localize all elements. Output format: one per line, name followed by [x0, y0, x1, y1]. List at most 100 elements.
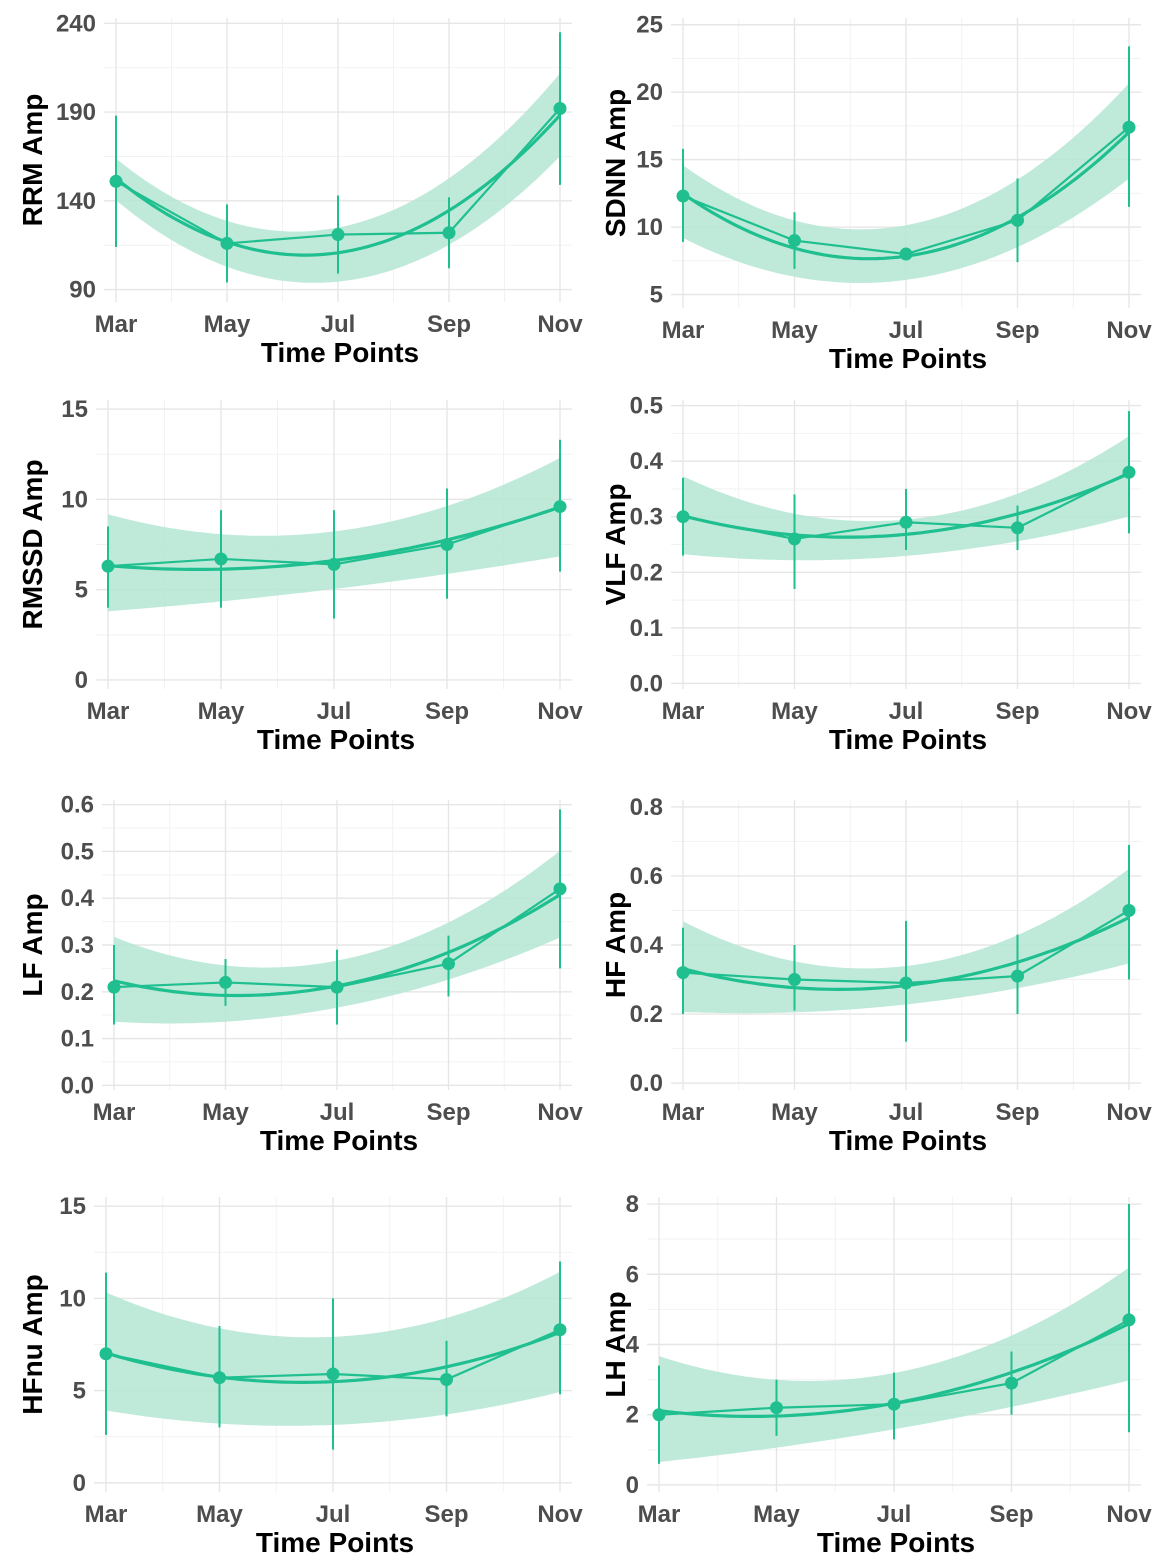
- data-point: [331, 228, 345, 242]
- x-tick-label: Nov: [537, 1501, 583, 1528]
- y-tick-label: 190: [56, 99, 96, 126]
- y-tick-labels: 0 5 10 15: [61, 396, 88, 694]
- chart-svg: 90 140 190 240 Mar May Jul Sep Nov Time Points RRM…: [17, 10, 584, 368]
- x-tick-label: Sep: [424, 1501, 468, 1528]
- data-point: [326, 1367, 340, 1381]
- data-point: [442, 957, 455, 971]
- x-axis-title: Time Points: [260, 1125, 418, 1156]
- chart-panel-2: 5 10 15 20 25 Mar May Jul Sep Nov Time Points SDNN …: [583, 0, 1167, 385]
- x-tick-label: May: [196, 1501, 243, 1528]
- x-tick-label: May: [198, 698, 245, 725]
- x-tick-label: Nov: [537, 1099, 583, 1126]
- data-point: [213, 1371, 226, 1385]
- x-tick-label: Jul: [317, 698, 352, 725]
- data-point: [214, 552, 228, 566]
- data-point: [1011, 969, 1024, 983]
- y-tick-label: 10: [61, 486, 88, 513]
- y-axis-title: RMSSD Amp: [17, 459, 48, 629]
- x-axis-title: Time Points: [829, 343, 987, 374]
- y-tick-label: 0.2: [61, 979, 94, 1006]
- y-tick-label: 0: [75, 667, 88, 694]
- x-tick-label: Mar: [662, 1099, 705, 1126]
- y-tick-labels: 0.0 0.1 0.2 0.3 0.4 0.5 0.6: [61, 792, 95, 1100]
- data-point: [788, 532, 801, 546]
- y-tick-label: 2: [626, 1402, 639, 1429]
- data-point: [1122, 903, 1136, 917]
- x-axis-title: Time Points: [257, 724, 415, 755]
- data-point: [1011, 521, 1024, 535]
- x-tick-label: Nov: [1106, 317, 1152, 344]
- x-tick-label: Mar: [93, 1099, 136, 1126]
- data-point: [652, 1408, 666, 1422]
- x-axis-title: Time Points: [261, 337, 419, 368]
- data-points: [107, 882, 567, 994]
- chart-panel-5: 0.0 0.1 0.2 0.3 0.4 0.5 0.6 Mar May Jul Sep Nov Time…: [0, 780, 583, 1175]
- data-points: [652, 1313, 1136, 1422]
- y-tick-label: 0: [73, 1470, 86, 1497]
- x-tick-label: May: [753, 1501, 800, 1528]
- x-tick-label: Mar: [87, 698, 130, 725]
- x-tick-label: Jul: [877, 1501, 912, 1528]
- chart-svg: 0 2 4 6 8 Mar May Jul Sep Nov Time Points LH Amp: [600, 1191, 1152, 1558]
- x-tick-label: May: [202, 1099, 249, 1126]
- x-tick-label: Jul: [889, 1099, 924, 1126]
- data-point: [99, 1347, 113, 1361]
- data-point: [220, 236, 234, 250]
- x-tick-label: Jul: [889, 698, 924, 725]
- x-axis-title: Time Points: [817, 1527, 975, 1558]
- x-tick-labels: Mar May Jul Sep Nov: [95, 311, 584, 338]
- y-tick-label: 0.5: [61, 838, 94, 865]
- y-tick-label: 0.5: [630, 393, 663, 420]
- y-tick-label: 0.4: [630, 932, 664, 959]
- x-tick-label: Mar: [85, 1501, 128, 1528]
- y-tick-label: 25: [636, 12, 663, 39]
- data-point: [899, 976, 913, 990]
- y-tick-label: 5: [75, 577, 88, 604]
- chart-svg: 0 5 10 15 Mar May Jul Sep Nov Time Points HFnu Amp: [17, 1193, 583, 1558]
- x-tick-label: Sep: [989, 1501, 1033, 1528]
- y-tick-label: 0: [626, 1472, 639, 1499]
- y-tick-label: 0.1: [61, 1026, 94, 1053]
- chart-panel-1: 90 140 190 240 Mar May Jul Sep Nov Time Points RRM…: [0, 0, 583, 385]
- data-point: [101, 559, 115, 573]
- x-tick-label: Sep: [427, 311, 471, 338]
- data-point: [109, 174, 123, 188]
- y-tick-label: 0.8: [630, 794, 663, 821]
- x-tick-label: Jul: [316, 1501, 351, 1528]
- x-tick-labels: Mar May Jul Sep Nov: [662, 698, 1153, 725]
- y-axis-title: RRM Amp: [17, 94, 48, 227]
- y-axis-title: SDNN Amp: [600, 89, 631, 237]
- data-points: [109, 102, 567, 250]
- data-point: [1122, 120, 1136, 134]
- x-tick-label: Mar: [662, 317, 705, 344]
- fit-curve: [115, 114, 562, 257]
- chart-svg: 0.0 0.2 0.4 0.6 0.8 Mar May Jul Sep Nov Time Point…: [600, 794, 1152, 1156]
- chart-svg: 0.0 0.1 0.2 0.3 0.4 0.5 Mar May Jul Sep Nov Time Po…: [600, 393, 1153, 755]
- y-tick-labels: 5 10 15 20 25: [636, 12, 663, 309]
- x-tick-label: Jul: [320, 1099, 355, 1126]
- y-tick-labels: 0.0 0.2 0.4 0.6 0.8: [630, 794, 664, 1097]
- chart-svg: 0 5 10 15 Mar May Jul Sep Nov Time Points RMSSD Am…: [17, 396, 583, 755]
- fit-curve: [105, 1330, 561, 1385]
- data-point: [553, 500, 567, 514]
- chart-panel-4: 0.0 0.1 0.2 0.3 0.4 0.5 Mar May Jul Sep Nov Time Po…: [583, 385, 1167, 780]
- data-point: [788, 973, 801, 987]
- y-tick-label: 0.4: [630, 448, 664, 475]
- data-point: [327, 557, 341, 571]
- chart-svg: 5 10 15 20 25 Mar May Jul Sep Nov Time Points SDNN …: [600, 12, 1152, 374]
- x-tick-label: Jul: [889, 317, 924, 344]
- x-tick-label: May: [204, 311, 251, 338]
- y-tick-label: 15: [59, 1193, 86, 1220]
- y-tick-labels: 90 140 190 240: [56, 10, 96, 303]
- data-point: [676, 966, 690, 980]
- x-tick-label: May: [771, 1099, 818, 1126]
- x-tick-label: Mar: [662, 698, 705, 725]
- x-tick-label: May: [771, 698, 818, 725]
- x-tick-label: Nov: [537, 311, 583, 338]
- data-point: [899, 247, 913, 261]
- data-point: [1122, 1313, 1136, 1327]
- data-point: [676, 189, 690, 203]
- x-tick-label: Nov: [1106, 1099, 1152, 1126]
- x-axis-title: Time Points: [829, 1125, 987, 1156]
- data-point: [1011, 213, 1024, 227]
